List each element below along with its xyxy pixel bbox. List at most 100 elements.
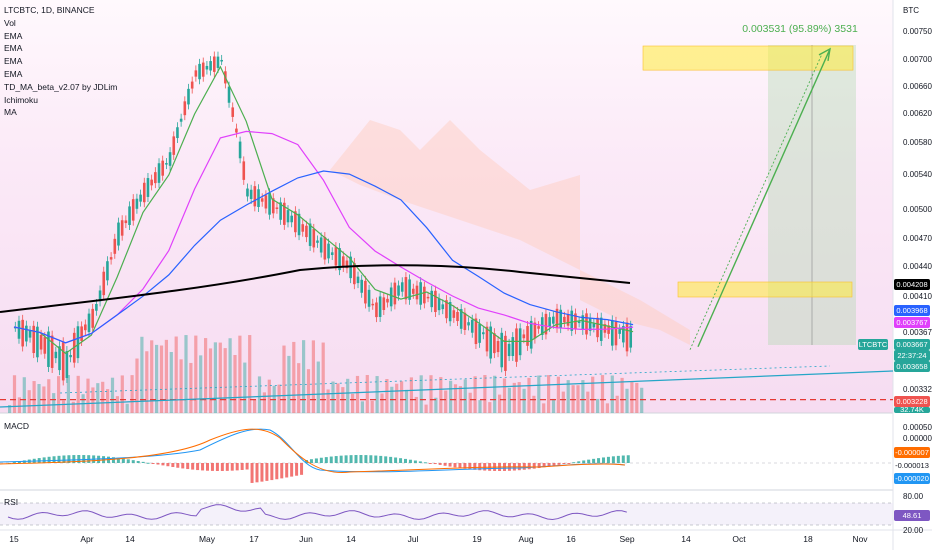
macd-histogram-bar (245, 463, 249, 470)
macd-histogram-bar (463, 463, 467, 469)
candle-body (25, 325, 28, 342)
candle-body (183, 101, 187, 116)
candle-body (260, 198, 264, 202)
rsi-tick: 80.00 (903, 492, 924, 501)
volume-bar (96, 383, 100, 413)
candle-body (194, 70, 198, 77)
volume-bar (439, 377, 443, 413)
volume-bar (248, 335, 252, 413)
candle-body (220, 59, 223, 62)
candle-body (168, 152, 172, 166)
legend-vol[interactable]: Vol (4, 17, 16, 28)
candle-body (205, 65, 209, 70)
volume-bar (375, 376, 379, 413)
volume-bar (556, 376, 560, 413)
macd-histogram-bar (255, 463, 259, 483)
candle-body (408, 279, 411, 300)
candle-body (179, 118, 183, 122)
candle-body (470, 319, 474, 333)
candle-body (459, 309, 463, 329)
candle-body (150, 179, 153, 186)
volume-bar (189, 362, 193, 413)
volume-bar (311, 340, 315, 413)
legend-td-ma[interactable]: TD_MA_beta_v2.07 by JDLim (4, 81, 118, 92)
volume-bar (537, 375, 541, 413)
macd-histogram-bar (597, 458, 601, 463)
volume-bar (262, 392, 266, 413)
macd-histogram-bar (562, 463, 566, 464)
volume-bar (581, 380, 585, 413)
macd-histogram-bar (428, 463, 432, 464)
candle-body (135, 198, 139, 209)
volume-bar (120, 375, 124, 413)
volume-bar (277, 384, 281, 413)
candle-body (456, 311, 459, 322)
candle-body (544, 313, 548, 335)
legend-ema-1[interactable]: EMA (4, 30, 23, 41)
volume-bar (502, 378, 507, 413)
volume-bar (12, 375, 17, 413)
ema-short-price-tag: 0.003767 (894, 317, 930, 328)
legend-ichimoku[interactable]: Ichimoku (4, 94, 39, 105)
candle-body (283, 202, 286, 225)
candle-body (511, 337, 515, 357)
macd-histogram-bar (547, 463, 551, 467)
volume-bar (292, 341, 296, 413)
volume-bar (517, 382, 521, 413)
volume-bar (326, 389, 330, 413)
macd-histogram-bar (433, 463, 437, 465)
volume-bar (498, 394, 502, 413)
volume-bar (625, 388, 629, 413)
macd-histogram-bar (215, 463, 219, 471)
macd-histogram-bar (82, 455, 86, 463)
macd-histogram-bar (17, 461, 21, 463)
legend-ema-4[interactable]: EMA (4, 68, 23, 79)
macd-histogram-bar (611, 456, 615, 463)
candle-body (146, 178, 150, 197)
support-price-tag: 0.003228 (894, 396, 930, 407)
candle-body (555, 308, 559, 328)
macd-histogram-bar (354, 455, 358, 463)
trend-line-dotted (59, 365, 831, 394)
candle-body (290, 215, 293, 223)
candle-body (581, 315, 585, 330)
macd-histogram-bar (408, 459, 412, 463)
volume-bar (302, 340, 306, 413)
candle-body (382, 297, 386, 311)
x-tick: 14 (125, 534, 135, 544)
symbol-title[interactable]: LTCBTC, 1D, BINANCE (4, 5, 95, 15)
volume-bar (453, 384, 458, 413)
volume-bar (429, 375, 433, 413)
macd-histogram-bar (206, 463, 209, 471)
volume-bar (400, 381, 404, 413)
candle-body (537, 326, 540, 329)
legend-ema-3[interactable]: EMA (4, 56, 23, 67)
candle-body (65, 351, 69, 379)
candle-body (198, 63, 201, 80)
macd-histogram-bar (285, 463, 289, 478)
volume-bar (306, 369, 311, 413)
legend-ema-2[interactable]: EMA (4, 43, 23, 54)
candle-body (375, 302, 378, 318)
legend-ma[interactable]: MA (4, 107, 17, 118)
candle-body (496, 341, 500, 353)
candle-body (529, 320, 533, 349)
candle-body (172, 136, 176, 155)
volume-bar (404, 389, 409, 413)
volume-bar (419, 375, 423, 413)
macd-histogram-bar (161, 463, 165, 466)
volume-bar (174, 336, 178, 413)
candle-body (353, 262, 356, 285)
candle-body (54, 351, 58, 359)
macd-hist-tag: -0.000013 (894, 460, 930, 471)
countdown-tag: 22:37:24 (894, 350, 930, 361)
candle-body (142, 182, 146, 203)
macd-histogram-bar (404, 458, 407, 463)
volume-bar (101, 381, 105, 413)
macd-histogram-bar (47, 456, 51, 463)
macd-histogram-bar (458, 463, 462, 469)
